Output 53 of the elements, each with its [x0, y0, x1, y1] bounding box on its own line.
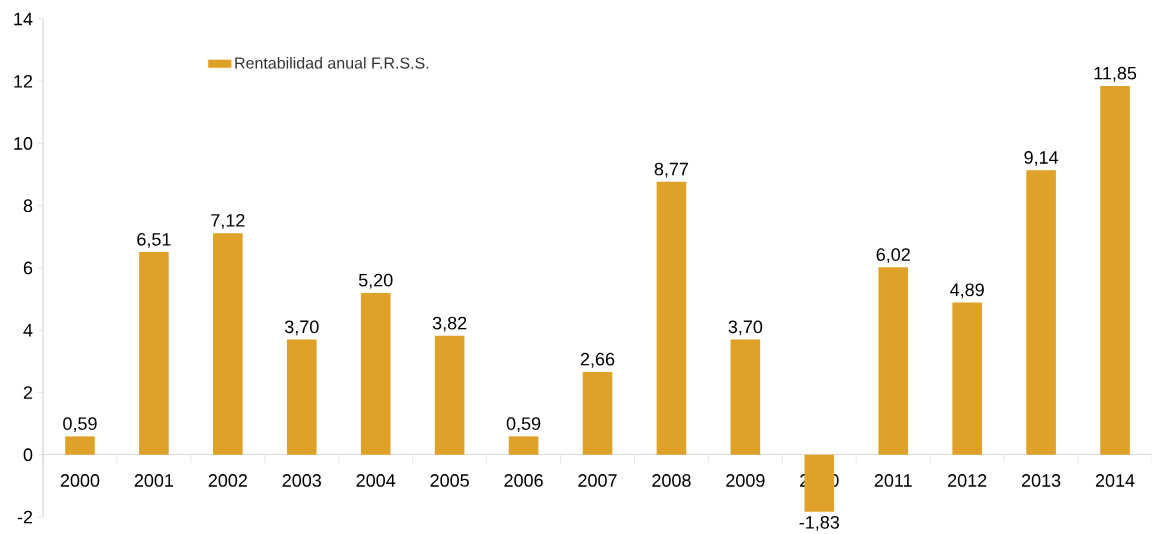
bar — [286, 339, 317, 455]
y-tick-label: 2 — [23, 386, 33, 399]
x-tick-label: 2005 — [430, 474, 469, 487]
data-label: 6,51 — [137, 232, 171, 248]
data-label: -1,83 — [799, 515, 840, 531]
bar — [1026, 170, 1056, 455]
x-tick-label: 2011 — [874, 474, 912, 487]
bar — [878, 267, 909, 455]
bar — [65, 436, 95, 455]
y-tick-label: 8 — [23, 199, 33, 213]
data-label: 11,85 — [1094, 66, 1137, 82]
x-tick-label: 2007 — [578, 474, 617, 487]
legend-label: Rentabilidad anual F.R.S.S. — [235, 56, 429, 69]
y-tick-label: 6 — [23, 261, 33, 275]
data-label: 6,02 — [876, 248, 910, 264]
bar — [1100, 85, 1130, 455]
data-label: 4,89 — [950, 283, 984, 299]
y-tick-label: 10 — [14, 137, 33, 150]
bar — [656, 181, 687, 455]
data-label: 2,66 — [580, 352, 615, 368]
data-label: 3,82 — [432, 316, 467, 332]
data-label: 3,70 — [728, 320, 763, 336]
y-tick-label: 0 — [23, 448, 33, 462]
x-tick-label: 2008 — [652, 474, 691, 487]
x-tick-label: 2012 — [948, 474, 987, 487]
bar — [730, 339, 761, 455]
data-label: 9,14 — [1024, 151, 1059, 166]
y-tick-label: 12 — [14, 74, 33, 88]
x-tick-label: 2000 — [60, 474, 100, 487]
bar — [508, 436, 539, 455]
bar — [434, 335, 465, 455]
bar — [360, 292, 391, 455]
y-tick-label: 14 — [14, 12, 33, 26]
x-tick-label: 2002 — [208, 474, 247, 487]
data-label: 3,70 — [284, 320, 319, 336]
data-label: 0,59 — [506, 417, 541, 433]
data-label: 8,77 — [654, 162, 689, 178]
bar — [213, 233, 243, 455]
data-label: 0,59 — [63, 417, 97, 433]
bar — [952, 302, 982, 455]
data-label: 7,12 — [211, 213, 245, 229]
x-tick-label: 2014 — [1095, 474, 1135, 487]
y-tick-label: -2 — [17, 510, 33, 524]
bar — [582, 371, 613, 455]
x-tick-label: 2006 — [504, 474, 543, 487]
x-tick-label: 2003 — [282, 474, 321, 487]
x-tick-label: 2009 — [726, 474, 765, 487]
x-tick-label: 2004 — [356, 474, 396, 487]
data-label: 5,20 — [358, 273, 393, 289]
y-tick-label: 4 — [23, 324, 33, 337]
x-tick-label: 2001 — [134, 474, 174, 487]
bar — [139, 252, 169, 455]
x-tick-label: 2013 — [1021, 474, 1061, 487]
